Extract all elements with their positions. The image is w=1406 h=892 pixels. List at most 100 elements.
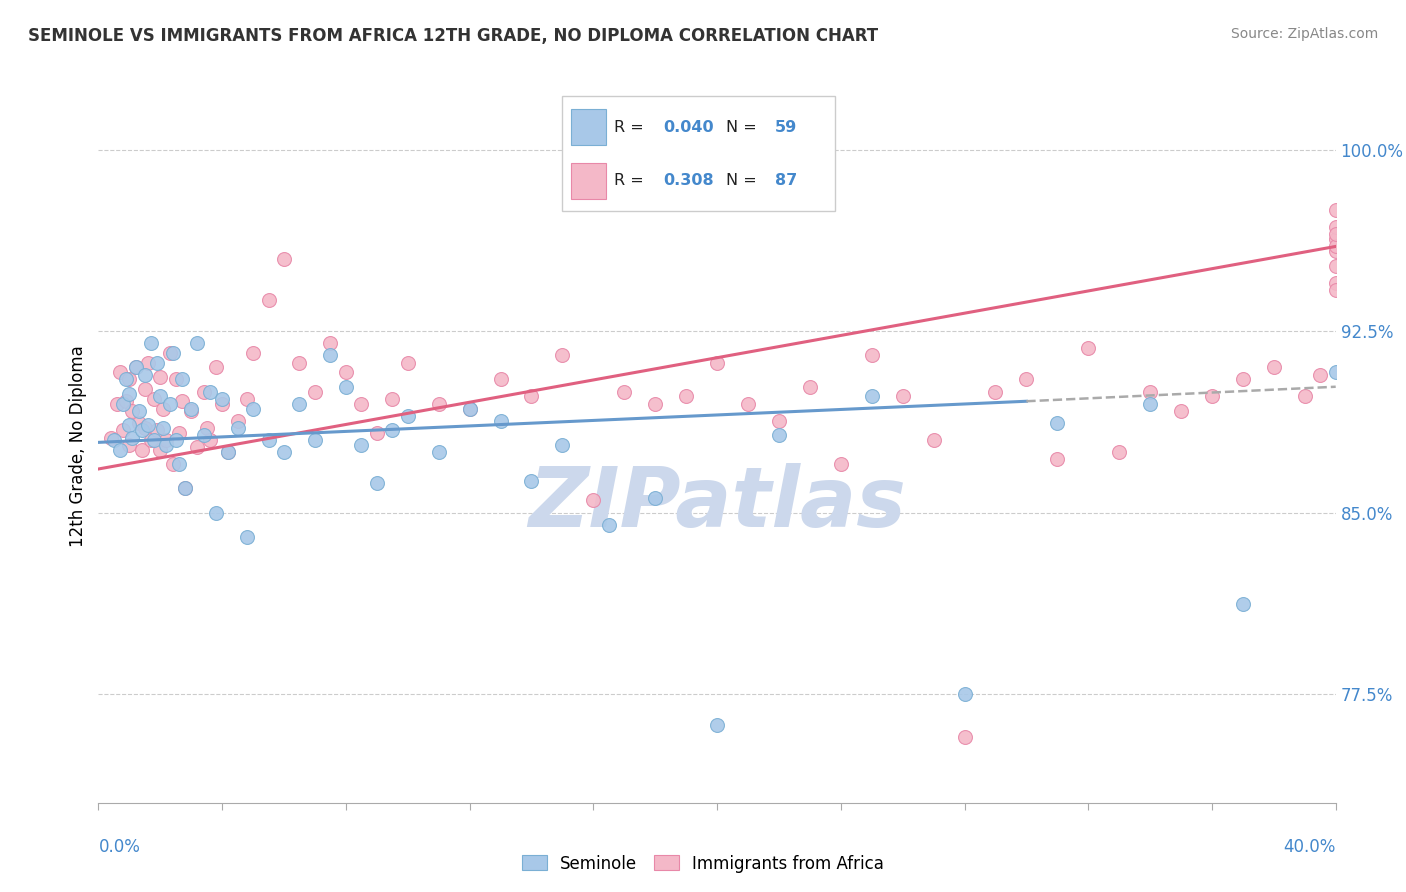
Point xyxy=(366,476,388,491)
Point xyxy=(198,384,221,399)
Point xyxy=(118,372,141,386)
Point xyxy=(149,442,172,457)
Point xyxy=(174,481,197,495)
Point xyxy=(613,384,636,399)
Point xyxy=(335,365,357,379)
Point xyxy=(1108,445,1130,459)
Point xyxy=(170,394,193,409)
Point xyxy=(520,389,543,403)
Point xyxy=(1139,384,1161,399)
Point xyxy=(112,423,135,437)
Point xyxy=(1324,227,1347,242)
Point xyxy=(706,718,728,732)
Legend: Seminole, Immigrants from Africa: Seminole, Immigrants from Africa xyxy=(515,848,891,880)
Point xyxy=(257,433,280,447)
Point xyxy=(427,445,450,459)
Point xyxy=(217,445,239,459)
Point xyxy=(582,493,605,508)
Point xyxy=(257,293,280,307)
Point xyxy=(174,481,197,495)
Point xyxy=(193,428,215,442)
Point xyxy=(1015,372,1038,386)
Point xyxy=(366,425,388,440)
Point xyxy=(143,433,166,447)
Point xyxy=(984,384,1007,399)
Point xyxy=(108,442,131,457)
Point xyxy=(458,401,481,416)
Point xyxy=(105,397,128,411)
Point xyxy=(1139,397,1161,411)
Point xyxy=(180,404,202,418)
Point xyxy=(211,397,233,411)
Point xyxy=(167,425,190,440)
Point xyxy=(830,457,852,471)
Point xyxy=(273,252,295,266)
Point xyxy=(242,346,264,360)
Point xyxy=(1324,203,1347,218)
Point xyxy=(319,336,342,351)
Point xyxy=(396,409,419,423)
Point xyxy=(288,355,311,369)
Point xyxy=(128,404,150,418)
Point xyxy=(922,433,945,447)
Point xyxy=(146,355,169,369)
Point xyxy=(953,687,976,701)
Point xyxy=(1170,404,1192,418)
Point xyxy=(193,384,215,399)
Text: 0.0%: 0.0% xyxy=(98,838,141,856)
Point xyxy=(304,384,326,399)
Point xyxy=(124,360,146,375)
Point xyxy=(162,346,184,360)
Point xyxy=(1046,452,1069,467)
Point xyxy=(489,414,512,428)
Point xyxy=(242,401,264,416)
Point xyxy=(1232,598,1254,612)
Point xyxy=(139,433,162,447)
Point xyxy=(165,433,187,447)
Point xyxy=(198,433,221,447)
Point xyxy=(159,397,181,411)
Point xyxy=(236,530,259,544)
Point xyxy=(226,414,249,428)
Point xyxy=(860,348,883,362)
Point xyxy=(304,433,326,447)
Point xyxy=(1324,283,1347,297)
Point xyxy=(799,380,821,394)
Point xyxy=(427,397,450,411)
Point xyxy=(155,433,177,447)
Point xyxy=(115,372,138,386)
Point xyxy=(288,397,311,411)
Point xyxy=(121,431,143,445)
Point xyxy=(1324,365,1347,379)
Point xyxy=(103,433,125,447)
Text: ZIPatlas: ZIPatlas xyxy=(529,463,905,543)
Point xyxy=(195,421,218,435)
Point xyxy=(335,380,357,394)
Point xyxy=(737,397,759,411)
Y-axis label: 12th Grade, No Diploma: 12th Grade, No Diploma xyxy=(69,345,87,547)
Point xyxy=(146,423,169,437)
Point xyxy=(155,438,177,452)
Point xyxy=(167,457,190,471)
Point xyxy=(100,431,122,445)
Point xyxy=(205,506,228,520)
Point xyxy=(112,397,135,411)
Text: 40.0%: 40.0% xyxy=(1284,838,1336,856)
Point xyxy=(1046,416,1069,430)
Point xyxy=(118,387,141,401)
Point xyxy=(1324,232,1347,246)
Point xyxy=(675,389,697,403)
Point xyxy=(131,423,153,437)
Point xyxy=(598,517,620,532)
Point xyxy=(152,421,174,435)
Point xyxy=(128,416,150,430)
Point xyxy=(273,445,295,459)
Point xyxy=(768,428,790,442)
Point xyxy=(1324,239,1347,253)
Point xyxy=(170,372,193,386)
Point xyxy=(1309,368,1331,382)
Point xyxy=(1077,341,1099,355)
Point xyxy=(143,392,166,406)
Point xyxy=(381,423,404,437)
Point xyxy=(489,372,512,386)
